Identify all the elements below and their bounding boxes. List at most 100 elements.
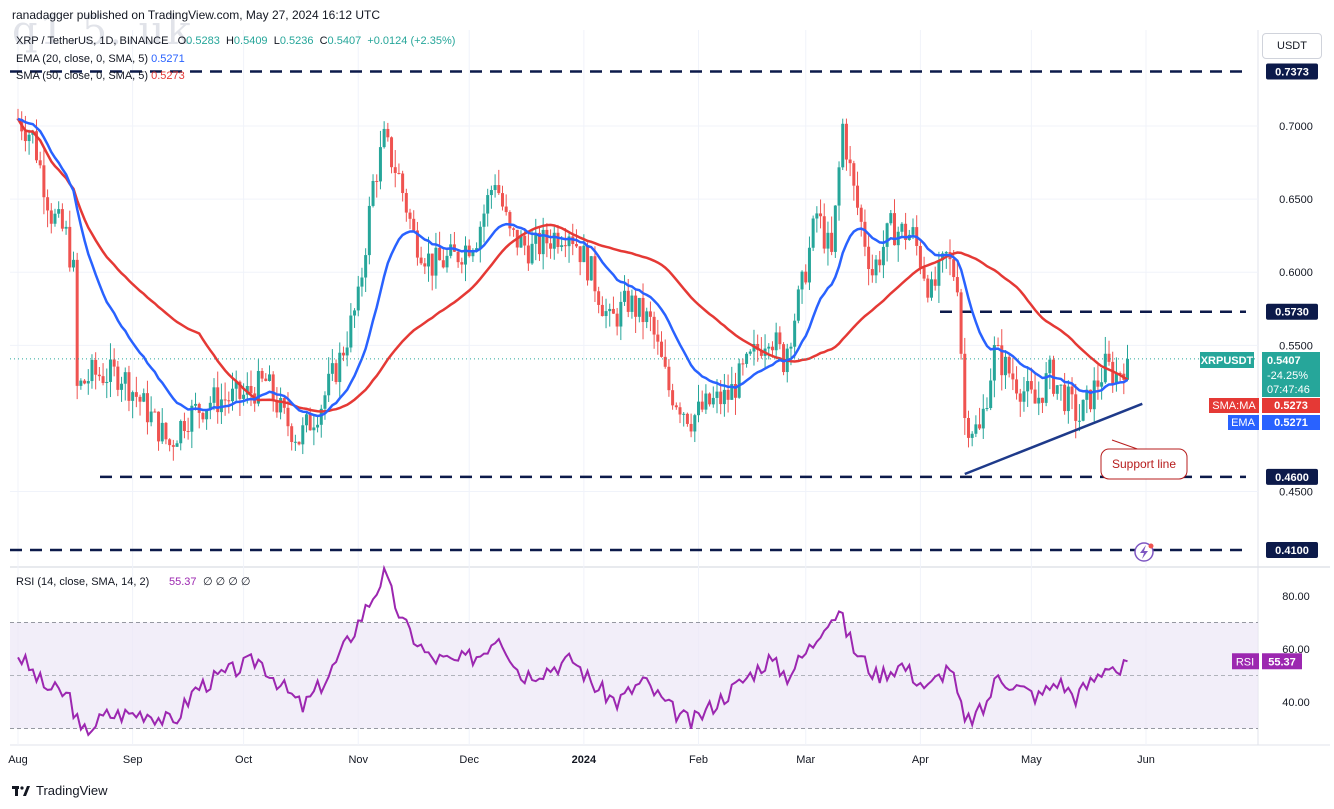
level-price-tag <box>1266 542 1318 558</box>
candle-body <box>304 414 308 426</box>
candle-body <box>149 411 153 423</box>
time-tick-label: Mar <box>796 754 815 766</box>
candle-body <box>589 256 593 281</box>
footer-brand[interactable]: TradingView <box>12 783 108 798</box>
candle-body <box>301 425 305 445</box>
candle-body <box>341 352 345 356</box>
sma-50-line <box>16 118 1129 413</box>
rsi-tag-value-box <box>1262 653 1302 670</box>
tradingview-logo-icon <box>12 785 30 796</box>
candle-body <box>97 374 101 377</box>
last-price-change: -24.25% <box>1267 370 1308 382</box>
candle-body <box>619 301 623 327</box>
sma-legend-label: SMA (50, close, 0, SMA, 5) <box>16 70 149 82</box>
level-price-label: 0.7373 <box>1275 67 1309 79</box>
candle-body <box>489 190 493 196</box>
candle-body <box>160 422 164 442</box>
candle-body <box>157 411 161 442</box>
candle-body <box>120 383 124 390</box>
candle-body <box>663 356 667 367</box>
candle-body <box>667 366 671 391</box>
candle-body <box>464 245 468 265</box>
candle-body <box>397 172 401 174</box>
candle-body <box>985 408 989 410</box>
rsi-tick-label: 40.00 <box>1282 697 1310 709</box>
alert-lightning-icon[interactable] <box>1134 542 1154 562</box>
candle-body <box>815 213 819 219</box>
candle-body <box>186 430 190 432</box>
candle-body <box>885 223 889 247</box>
high-label: H <box>225 35 234 47</box>
candle-body <box>182 421 186 431</box>
candle-body <box>974 424 978 434</box>
candle-body <box>371 180 375 206</box>
bar-countdown: 07:47:46 <box>1267 384 1310 396</box>
ema-20-line <box>17 117 1129 418</box>
candle-body <box>1029 381 1033 390</box>
candle-body <box>926 278 930 298</box>
candle-body <box>623 290 627 302</box>
price-tick-label: 0.6500 <box>1279 194 1313 206</box>
candle-body <box>1037 397 1041 404</box>
candle-body <box>593 256 597 292</box>
change-value: +0.0124 (+2.35%) <box>367 35 456 47</box>
candle-body <box>922 267 926 279</box>
candle-body <box>1048 359 1052 374</box>
candle-body <box>382 128 386 148</box>
candle-body <box>733 384 737 398</box>
candle-body <box>844 123 848 160</box>
candle-body <box>900 223 904 232</box>
candle-body <box>175 443 179 447</box>
candle-body <box>390 137 394 168</box>
candle-body <box>131 392 135 401</box>
close-value: 0.5407 <box>327 35 362 47</box>
candle-body <box>231 388 235 402</box>
candle-body <box>275 400 279 413</box>
candle-body <box>68 226 72 268</box>
candle-body <box>656 334 660 342</box>
candle-body <box>782 344 786 373</box>
candle-body <box>963 353 967 418</box>
candle-body <box>1070 386 1074 395</box>
rsi-legend-label: RSI (14, close, SMA, 14, 2) <box>16 576 149 588</box>
candle-body <box>194 403 198 406</box>
candle-body <box>330 363 334 374</box>
candle-body <box>1089 389 1093 410</box>
currency-button[interactable]: USDT <box>1262 33 1322 59</box>
candle-body <box>404 193 408 213</box>
time-tick-label: Nov <box>348 754 368 766</box>
candle-body <box>523 235 527 246</box>
close-label: C <box>319 35 328 47</box>
candle-body <box>722 389 726 405</box>
candle-body <box>741 363 745 365</box>
rsi-tag-name-box <box>1232 653 1259 670</box>
candle-body <box>970 433 974 438</box>
candle-body <box>134 392 138 397</box>
sma-legend[interactable]: SMA (50, close, 0, SMA, 5) 0.5273 <box>16 70 185 82</box>
candle-body <box>560 245 564 247</box>
symbol-tag-name-box <box>1200 352 1254 368</box>
candle-body <box>42 165 46 198</box>
candle-body <box>168 439 172 446</box>
candle-body <box>696 401 700 416</box>
candle-body <box>112 359 116 367</box>
candle-body <box>941 253 945 261</box>
ema-legend[interactable]: EMA (20, close, 0, SMA, 5) 0.5271 <box>16 53 185 65</box>
candle-body <box>730 384 734 400</box>
candle-body <box>937 260 941 286</box>
candle-body <box>57 209 61 214</box>
candle-body <box>578 246 582 263</box>
candle-body <box>123 372 127 384</box>
candle-body <box>1126 358 1130 380</box>
low-value: 0.5236 <box>279 35 314 47</box>
candle-body <box>223 399 227 401</box>
candle-body <box>586 245 590 281</box>
candle-body <box>800 271 804 290</box>
candle-body <box>637 297 641 317</box>
candle-body <box>863 221 867 247</box>
symbol-legend: XRP / TetherUS, 1D, BINANCE O0.5283 H0.5… <box>16 35 455 47</box>
candle-body <box>360 277 364 287</box>
low-label: L <box>273 35 280 47</box>
candle-body <box>992 345 996 381</box>
